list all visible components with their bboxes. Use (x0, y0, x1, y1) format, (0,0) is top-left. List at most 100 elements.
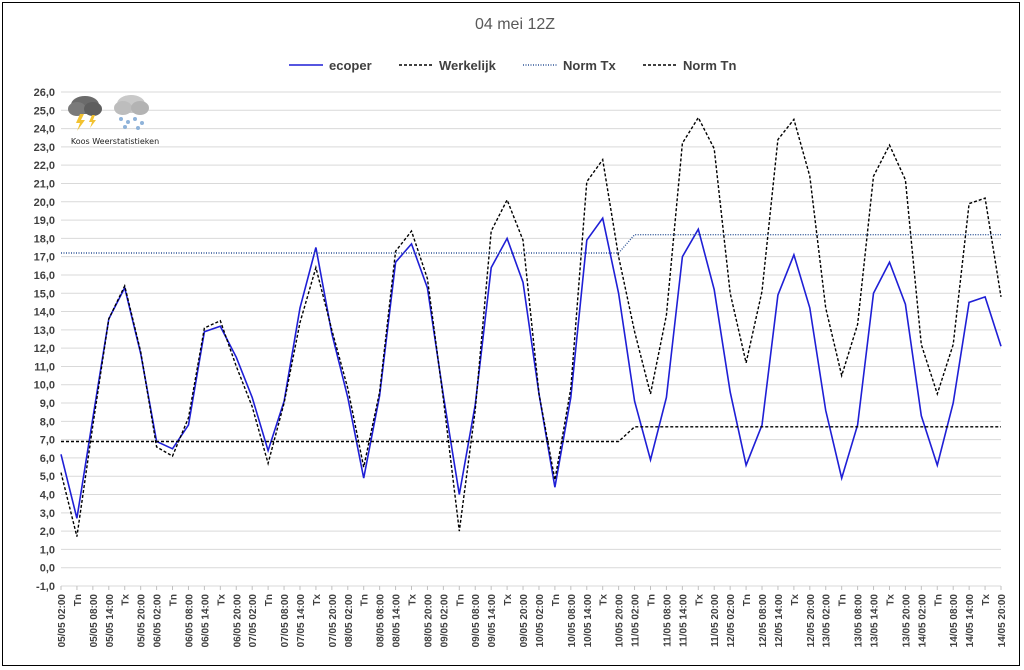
x-tick-label: 13/05 08:00 (854, 594, 865, 648)
x-tick-label: Tx (503, 594, 514, 606)
y-tick-label: 26,0 (34, 87, 55, 99)
y-tick-label: 8,0 (40, 416, 55, 428)
x-tick-label: 06/05 20:00 (232, 594, 243, 648)
legend-entry: ecoper (289, 58, 372, 73)
x-tick-label: 09/05 02:00 (439, 594, 450, 648)
x-tick-label: Tx (599, 594, 610, 606)
y-tick-label: 23,0 (34, 142, 55, 154)
x-tick-label: 09/05 08:00 (471, 594, 482, 648)
logo: Koos Weerstatistieken (63, 89, 167, 151)
y-tick-label: 20,0 (34, 197, 55, 209)
legend-label: ecoper (329, 58, 372, 73)
x-tick-label: Tn (360, 594, 371, 606)
logo-icons (68, 95, 149, 131)
x-tick-label: 13/05 20:00 (901, 594, 912, 648)
y-tick-label: 12,0 (34, 343, 55, 355)
x-tick-label: 07/05 08:00 (280, 594, 291, 648)
y-tick-label: 9,0 (40, 398, 55, 410)
series-lines (60, 116, 1002, 537)
x-tick-label: 05/05 08:00 (89, 594, 100, 648)
series-norm-tx-line (61, 233, 1001, 254)
x-tick-label: Tx (121, 594, 132, 606)
x-tick-label: 12/05 14:00 (774, 594, 785, 648)
y-tick-label: 13,0 (34, 325, 55, 337)
y-tick-label: 5,0 (40, 471, 55, 483)
x-tick-label: 12/05 02:00 (726, 594, 737, 648)
y-tick-label: 16,0 (34, 270, 55, 282)
y-tick-label: 4,0 (40, 490, 55, 502)
y-tick-label: 24,0 (34, 124, 55, 136)
x-tick-label: 05/05 14:00 (105, 594, 116, 648)
x-tick-label: 07/05 14:00 (296, 594, 307, 648)
x-tick-label: 09/05 14:00 (487, 594, 498, 648)
x-tick-label: 12/05 20:00 (806, 594, 817, 648)
y-tick-label: -1,0 (36, 581, 55, 593)
y-tick-label: 22,0 (34, 160, 55, 172)
x-tick-label: 13/05 02:00 (822, 594, 833, 648)
chart-title: 04 mei 12Z (475, 16, 555, 33)
legend-entry: Norm Tx (523, 58, 617, 73)
legend-label: Norm Tx (563, 58, 617, 73)
y-tick-label: 15,0 (34, 288, 55, 300)
x-tick-label: 11/05 08:00 (662, 594, 673, 647)
y-tick-label: 11,0 (34, 361, 55, 373)
x-tick-label: 14/05 20:00 (997, 594, 1008, 648)
legend: ecoper Werkelijk Norm Tx Norm Tn (289, 58, 737, 73)
x-tick-label: 06/05 08:00 (184, 594, 195, 648)
x-tick-label: 12/05 08:00 (758, 594, 769, 648)
x-tick-label: 05/05 20:00 (137, 594, 148, 648)
y-tick-label: 19,0 (34, 215, 55, 227)
legend-entry: Norm Tn (643, 58, 737, 73)
y-tick-label: 10,0 (34, 380, 55, 392)
series-werkelijk-line (60, 116, 1002, 537)
x-tick-label: 14/05 02:00 (917, 594, 928, 648)
y-axis: -1,0 0,0 1,0 2,0 3,0 4,0 5,0 6,0 7,0 8,0 9,0 10,0 11… (34, 87, 55, 593)
x-tick-label: 10/05 02:00 (535, 594, 546, 648)
x-tick-label: Tn (73, 594, 84, 606)
x-tick-label: Tn (169, 594, 180, 606)
x-tick-label: Tn (264, 594, 275, 606)
temperature-chart: -1,0 0,0 1,0 2,0 3,0 4,0 5,0 6,0 7,0 8,0 9,0 10,0 11… (34, 16, 1008, 647)
y-tick-label: 6,0 (40, 453, 55, 465)
x-tick-label: Tx (981, 594, 992, 606)
x-tick-label: 11/05 14:00 (678, 594, 689, 647)
x-tick-label: 06/05 14:00 (200, 594, 211, 648)
y-tick-label: 7,0 (40, 435, 55, 447)
x-tick-label: 08/05 20:00 (423, 594, 434, 648)
legend-label: Norm Tn (683, 58, 737, 73)
y-tick-label: 17,0 (34, 252, 55, 264)
x-axis: 05/05 02:00 Tn 05/05 08:00 05/05 14:00 Tx 05/… (57, 586, 1008, 647)
x-tick-label: 05/05 02:00 (57, 594, 68, 648)
x-tick-label: Tx (408, 594, 419, 606)
y-tick-label: 3,0 (40, 508, 55, 520)
x-tick-label: Tn (455, 594, 466, 606)
snow-cloud-icon (114, 95, 149, 130)
x-tick-label: 09/05 20:00 (519, 594, 530, 648)
x-tick-label: 08/05 14:00 (392, 594, 403, 648)
x-tick-label: 07/05 20:00 (328, 594, 339, 648)
x-tick-label: Tx (790, 594, 801, 606)
x-tick-label: 10/05 14:00 (583, 594, 594, 648)
y-tick-label: 2,0 (40, 526, 55, 538)
series-ecoper-line (60, 216, 1002, 519)
x-tick-label: 08/05 08:00 (376, 594, 387, 648)
x-tick-label: Tn (551, 594, 562, 606)
x-tick-label: Tn (838, 594, 849, 606)
x-tick-label: Tx (216, 594, 227, 606)
x-tick-label: 10/05 08:00 (567, 594, 578, 648)
x-tick-label: 14/05 08:00 (949, 594, 960, 648)
series-norm-tn-line (61, 426, 1001, 443)
legend-entry: Werkelijk (399, 58, 497, 73)
x-tick-label: 10/05 20:00 (615, 594, 626, 648)
y-tick-label: 18,0 (34, 233, 55, 245)
x-tick-label: Tx (694, 594, 705, 606)
thunderstorm-cloud-icon (68, 96, 102, 131)
x-tick-label: 06/05 02:00 (153, 594, 164, 648)
y-tick-label: 0,0 (40, 563, 55, 575)
y-tick-label: 1,0 (40, 544, 55, 556)
x-tick-label: Tx (885, 594, 896, 606)
x-tick-label: 14/05 14:00 (965, 594, 976, 648)
legend-label: Werkelijk (439, 58, 497, 73)
y-tick-label: 25,0 (34, 105, 55, 117)
